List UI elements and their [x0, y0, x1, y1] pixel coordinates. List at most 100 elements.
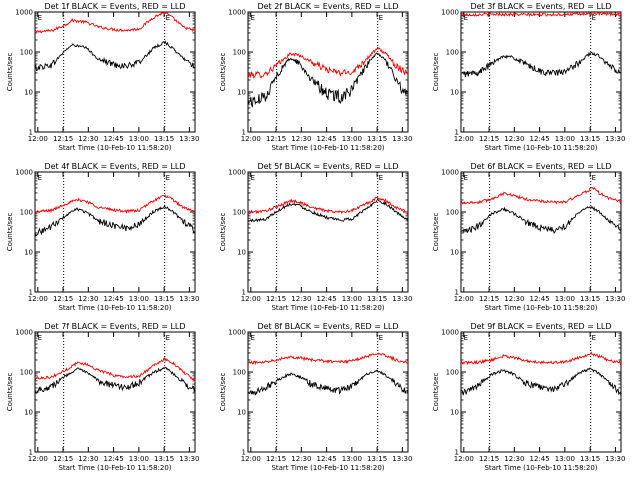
- x-tick-label: 13:00: [129, 455, 149, 463]
- x-tick-label: 12:45: [317, 135, 337, 143]
- x-tick-label: 13:00: [342, 455, 362, 463]
- x-tick-label: 12:15: [266, 135, 286, 143]
- x-tick-label: 12:00: [454, 455, 474, 463]
- x-tick-label: 12:30: [291, 295, 311, 303]
- y-tick-label: 10: [450, 409, 459, 417]
- series-line-events-black: [247, 52, 409, 108]
- event-marker-label: E: [379, 14, 383, 22]
- plot-frame: [34, 171, 196, 293]
- x-tick-label: 13:00: [342, 135, 362, 143]
- x-axis-label: Start Time (10-Feb-10 11:58:20): [58, 464, 171, 472]
- y-tick-label: 10: [24, 249, 33, 257]
- series-line-events-black: [247, 198, 409, 223]
- x-tick-label: 12:30: [504, 295, 524, 303]
- y-tick-label: 100: [446, 369, 459, 377]
- y-tick-label: 10: [237, 249, 246, 257]
- event-marker-label: E: [464, 174, 468, 182]
- x-tick-label: 13:30: [179, 455, 199, 463]
- x-tick-label: 12:00: [241, 295, 261, 303]
- x-axis-label: Start Time (10-Feb-10 11:58:20): [271, 304, 384, 312]
- x-tick-label: 12:30: [504, 455, 524, 463]
- y-tick-label: 1000: [441, 9, 459, 17]
- panel-title: Det 9f BLACK = Events, RED = LLD: [470, 322, 611, 331]
- panel-title: Det 5f BLACK = Events, RED = LLD: [257, 162, 398, 171]
- x-tick-label: 13:00: [555, 135, 575, 143]
- x-tick-label: 13:15: [580, 295, 600, 303]
- y-tick-label: 10: [450, 249, 459, 257]
- x-axis-label: Start Time (10-Feb-10 11:58:20): [484, 464, 597, 472]
- x-tick-label: 12:15: [53, 135, 73, 143]
- x-tick-label: 13:00: [555, 455, 575, 463]
- y-tick-label: 100: [20, 49, 33, 57]
- x-axis-label: Start Time (10-Feb-10 11:58:20): [484, 304, 597, 312]
- x-tick-label: 13:15: [367, 295, 387, 303]
- x-tick-label: 12:00: [454, 135, 474, 143]
- plot-frame: [460, 171, 622, 293]
- x-tick-label: 12:30: [291, 135, 311, 143]
- panel-title: Det 4f BLACK = Events, RED = LLD: [44, 162, 185, 171]
- x-tick-label: 12:15: [479, 135, 499, 143]
- panel-det-3f: Det 3f BLACK = Events, RED = LLD 1 10 100 10…: [432, 2, 625, 152]
- x-tick-label: 12:30: [291, 455, 311, 463]
- x-tick-label: 13:30: [392, 295, 412, 303]
- panel-title: Det 1f BLACK = Events, RED = LLD: [44, 2, 185, 11]
- y-tick-label: 1: [242, 449, 246, 457]
- y-tick-label: 10: [24, 409, 33, 417]
- y-axis-label: Counts/sec: [6, 53, 14, 92]
- event-marker-label: E: [166, 174, 170, 182]
- series-line-lld-red: [34, 357, 196, 382]
- x-tick-label: 12:15: [53, 295, 73, 303]
- panel-title: Det 6f BLACK = Events, RED = LLD: [470, 162, 611, 171]
- y-tick-label: 100: [20, 209, 33, 217]
- x-tick-label: 12:15: [266, 455, 286, 463]
- x-tick-label: 13:15: [580, 135, 600, 143]
- x-axis-label: Start Time (10-Feb-10 11:58:20): [58, 304, 171, 312]
- plot-frame: [247, 171, 409, 293]
- series-line-lld-red: [247, 46, 409, 79]
- event-marker-label: E: [166, 334, 170, 342]
- panel-det-5f: Det 5f BLACK = Events, RED = LLD 1 10 100 10…: [219, 162, 412, 312]
- series-line-events-black: [34, 40, 196, 72]
- x-tick-label: 13:15: [367, 135, 387, 143]
- y-axis-label: Counts/sec: [432, 213, 440, 252]
- x-tick-label: 13:30: [605, 295, 625, 303]
- panel-det-9f: Det 9f BLACK = Events, RED = LLD 1 10 100 10…: [432, 322, 625, 472]
- x-axis-label: Start Time (10-Feb-10 11:58:20): [58, 144, 171, 152]
- y-tick-label: 100: [20, 369, 33, 377]
- event-marker-label: E: [464, 334, 468, 342]
- series-line-events-black: [460, 367, 622, 397]
- y-axis-label: Counts/sec: [432, 373, 440, 412]
- x-tick-label: 12:30: [78, 455, 98, 463]
- y-tick-label: 1000: [228, 329, 246, 337]
- plot-frame: [460, 331, 622, 453]
- x-axis-label: Start Time (10-Feb-10 11:58:20): [271, 144, 384, 152]
- panel-det-1f: Det 1f BLACK = Events, RED = LLD 1 10 100 10…: [6, 2, 199, 152]
- x-tick-label: 12:30: [78, 295, 98, 303]
- y-tick-label: 1000: [228, 169, 246, 177]
- event-marker-label: E: [379, 334, 383, 342]
- x-tick-label: 12:00: [454, 295, 474, 303]
- x-tick-label: 13:15: [367, 455, 387, 463]
- event-marker-label: E: [592, 334, 596, 342]
- event-marker-label: E: [251, 334, 255, 342]
- x-tick-label: 13:30: [392, 455, 412, 463]
- series-line-lld-red: [247, 196, 409, 215]
- series-line-lld-red: [34, 194, 196, 215]
- plot-frame: [247, 11, 409, 133]
- event-marker-label: E: [166, 14, 170, 22]
- y-tick-label: 1: [29, 449, 33, 457]
- y-tick-label: 1000: [15, 329, 33, 337]
- x-tick-label: 12:00: [28, 295, 48, 303]
- series-line-lld-red: [247, 352, 409, 366]
- y-tick-label: 1: [242, 129, 246, 137]
- x-tick-label: 13:15: [154, 135, 174, 143]
- event-marker-label: E: [592, 174, 596, 182]
- y-tick-label: 1: [29, 289, 33, 297]
- series-line-lld-red: [460, 351, 622, 366]
- series-line-lld-red: [460, 11, 622, 18]
- x-tick-label: 13:15: [154, 295, 174, 303]
- y-axis-label: Counts/sec: [432, 53, 440, 92]
- series-line-events-black: [247, 369, 409, 396]
- event-marker-label: E: [38, 174, 42, 182]
